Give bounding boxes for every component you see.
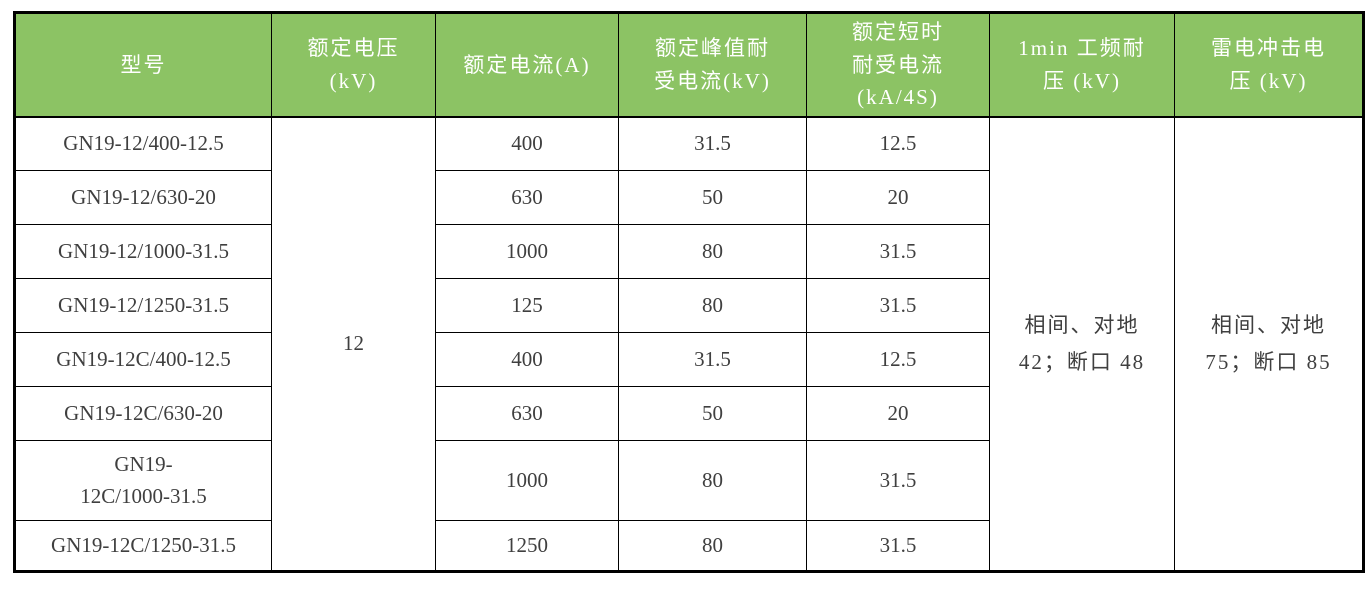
header-rated-current: 额定电流(A)	[435, 11, 619, 118]
rated-current-cell: 1250	[435, 520, 619, 573]
header-peak-withstand-current: 额定峰值耐 受电流(kV)	[618, 11, 807, 118]
header-model: 型号	[14, 11, 272, 118]
peak-withstand-cell: 31.5	[618, 332, 807, 388]
spec-table: 型号 额定电压 (kV) 额定电流(A) 额定峰值耐 受电流(kV) 额定短时 …	[13, 11, 1365, 574]
short-time-current-cell: 31.5	[806, 520, 990, 573]
table-row: GN19-12C/1250-31.5 1250 80 31.5	[14, 520, 1364, 573]
header-rated-voltage: 额定电压 (kV)	[271, 11, 436, 118]
table-row: GN19-12/630-20 630 50 20	[14, 170, 1364, 226]
rated-voltage-merged-cell: 12	[271, 116, 436, 573]
short-time-current-cell: 20	[806, 170, 990, 226]
model-cell: GN19- 12C/1000-31.5	[14, 440, 272, 522]
peak-withstand-cell: 50	[618, 386, 807, 442]
rated-current-cell: 1000	[435, 224, 619, 280]
model-cell: GN19-12C/630-20	[14, 386, 272, 442]
model-cell: GN19-12C/400-12.5	[14, 332, 272, 388]
peak-withstand-cell: 31.5	[618, 116, 807, 172]
short-time-current-cell: 31.5	[806, 440, 990, 522]
short-time-current-cell: 20	[806, 386, 990, 442]
table-row: GN19-12/1000-31.5 1000 80 31.5	[14, 224, 1364, 280]
rated-current-cell: 400	[435, 332, 619, 388]
model-cell: GN19-12/400-12.5	[14, 116, 272, 172]
table-row: GN19-12C/630-20 630 50 20	[14, 386, 1364, 442]
header-power-frequency-withstand: 1min 工频耐 压 (kV)	[989, 11, 1175, 118]
short-time-current-cell: 12.5	[806, 332, 990, 388]
rated-current-cell: 630	[435, 170, 619, 226]
lightning-impulse-merged-cell: 相间、对地 75；断口 85	[1174, 116, 1364, 573]
short-time-current-cell: 12.5	[806, 116, 990, 172]
rated-current-cell: 630	[435, 386, 619, 442]
rated-current-cell: 1000	[435, 440, 619, 522]
peak-withstand-cell: 80	[618, 278, 807, 334]
peak-withstand-cell: 80	[618, 440, 807, 522]
table-row: GN19- 12C/1000-31.5 1000 80 31.5	[14, 440, 1364, 522]
peak-withstand-cell: 80	[618, 520, 807, 573]
model-cell: GN19-12C/1250-31.5	[14, 520, 272, 573]
model-cell: GN19-12/630-20	[14, 170, 272, 226]
power-frequency-merged-cell: 相间、对地 42；断口 48	[989, 116, 1175, 573]
rated-current-cell: 400	[435, 116, 619, 172]
peak-withstand-cell: 80	[618, 224, 807, 280]
model-cell: GN19-12/1000-31.5	[14, 224, 272, 280]
table-row: GN19-12/400-12.5 12 400 31.5 12.5 相间、对地 …	[14, 116, 1364, 573]
table-header-row: 型号 额定电压 (kV) 额定电流(A) 额定峰值耐 受电流(kV) 额定短时 …	[14, 11, 1364, 118]
model-cell: GN19-12/1250-31.5	[14, 278, 272, 334]
short-time-current-cell: 31.5	[806, 278, 990, 334]
spec-table-container: 型号 额定电压 (kV) 额定电流(A) 额定峰值耐 受电流(kV) 额定短时 …	[13, 11, 1365, 574]
short-time-current-cell: 31.5	[806, 224, 990, 280]
peak-withstand-cell: 50	[618, 170, 807, 226]
header-lightning-impulse: 雷电冲击电 压 (kV)	[1174, 11, 1364, 118]
header-short-time-current: 额定短时 耐受电流 (kA/4S)	[806, 11, 990, 118]
table-row: GN19-12C/400-12.5 400 31.5 12.5	[14, 332, 1364, 388]
rated-current-cell: 125	[435, 278, 619, 334]
